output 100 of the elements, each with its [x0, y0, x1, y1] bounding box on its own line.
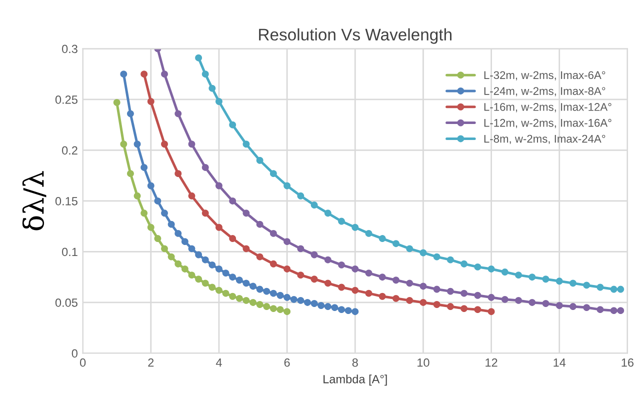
point: [378, 235, 386, 242]
point: [154, 197, 162, 204]
point: [154, 235, 162, 242]
point: [188, 245, 196, 252]
legend-label: L-16m, w-2ms, Imax-12A°: [484, 103, 612, 112]
point: [324, 210, 332, 217]
point: [352, 286, 359, 294]
y-tick-label: 0.1: [62, 248, 78, 256]
point: [610, 307, 618, 314]
point: [229, 197, 236, 204]
point: [352, 224, 359, 231]
point: [297, 296, 304, 304]
point: [474, 292, 482, 299]
point: [528, 274, 536, 281]
point: [195, 54, 202, 62]
x-tick-label: 12: [486, 358, 498, 367]
point: [310, 276, 318, 283]
point: [161, 70, 168, 78]
point: [365, 230, 372, 237]
point: [229, 235, 236, 242]
point: [181, 238, 188, 246]
point: [284, 266, 291, 272]
point: [256, 156, 264, 164]
point: [188, 192, 196, 200]
point: [188, 140, 196, 148]
point: [208, 284, 216, 291]
point: [284, 308, 291, 316]
point: [474, 263, 482, 270]
point: [617, 286, 624, 293]
point: [270, 290, 277, 297]
point: [202, 164, 209, 171]
point: [406, 296, 414, 304]
x-tick-label: 14: [554, 358, 566, 367]
point: [250, 282, 256, 290]
point: [236, 276, 243, 284]
point: [263, 303, 270, 310]
point: [556, 278, 563, 285]
y-axis-title: δλ/λ: [22, 171, 46, 230]
point: [270, 260, 277, 268]
point: [222, 270, 230, 277]
point: [570, 303, 576, 310]
point: [284, 182, 291, 190]
point: [208, 261, 216, 268]
point: [310, 300, 318, 307]
point: [324, 280, 332, 287]
point: [365, 270, 372, 277]
point: [229, 121, 236, 128]
point: [310, 202, 318, 209]
point: [250, 298, 256, 306]
point: [120, 70, 128, 78]
point: [147, 98, 154, 105]
point: [338, 261, 345, 268]
point: [446, 256, 454, 264]
point: [324, 303, 332, 310]
point: [126, 170, 134, 178]
point: [140, 70, 148, 78]
point: [352, 308, 359, 316]
point: [318, 302, 325, 309]
point: [324, 256, 332, 264]
y-tick-label: 0.15: [55, 197, 78, 206]
point: [168, 253, 175, 260]
point: [147, 182, 154, 190]
point: [556, 302, 563, 309]
point: [501, 296, 508, 303]
y-tick-label: 0: [72, 349, 78, 358]
legend-label: L-24m, w-2ms, Imax-8A°: [484, 87, 606, 96]
point: [174, 260, 182, 268]
point: [297, 272, 304, 279]
point: [174, 170, 182, 178]
point: [515, 296, 522, 304]
point: [256, 301, 264, 308]
point: [147, 224, 154, 231]
point: [392, 294, 400, 302]
point: [202, 70, 209, 78]
y-tick-label: 0.3: [62, 44, 78, 54]
point: [188, 272, 196, 279]
point: [208, 84, 216, 92]
point: [140, 164, 148, 171]
point: [242, 140, 250, 148]
point: [181, 266, 188, 272]
point: [542, 276, 550, 283]
point: [474, 306, 482, 314]
point: [242, 245, 250, 252]
point: [236, 294, 243, 302]
point: [161, 210, 168, 217]
point: [215, 286, 222, 294]
x-tick-label: 8: [352, 358, 358, 367]
point: [406, 245, 414, 252]
point: [168, 220, 175, 228]
point: [242, 280, 250, 287]
x-tick-label: 4: [216, 358, 222, 367]
point: [338, 218, 345, 225]
legend-label: L-8m, w-2ms, Imax-24A°: [484, 134, 606, 144]
point: [304, 298, 311, 306]
point: [392, 240, 400, 248]
point: [352, 266, 359, 272]
point: [276, 292, 284, 299]
point: [460, 290, 468, 297]
point: [617, 307, 624, 314]
point: [113, 99, 120, 106]
